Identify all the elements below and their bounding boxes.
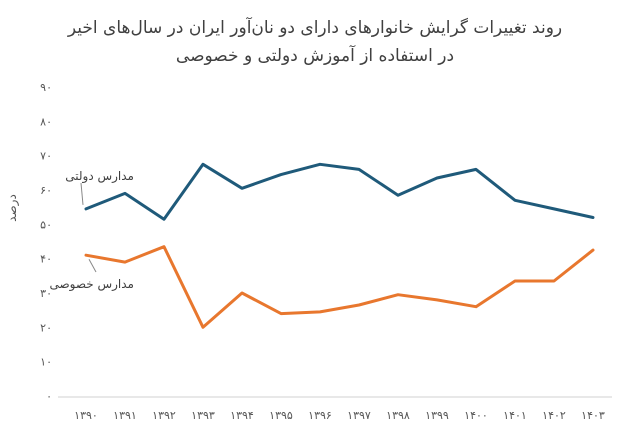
x-tick-label: ۱۳۹۱ bbox=[113, 409, 137, 422]
x-tick-label: ۱۳۹۰ bbox=[74, 409, 98, 422]
x-tick-label: ۱۳۹۷ bbox=[347, 409, 371, 422]
x-tick-label: ۱۴۰۱ bbox=[503, 409, 527, 422]
annotation-leader-private bbox=[88, 258, 97, 273]
y-axis: ۰ ۱۰ ۲۰ ۳۰ ۴۰ ۵۰ ۶۰ ۷۰ ۸۰ ۹۰ bbox=[40, 81, 52, 403]
chart-title: روند تغییرات گرایش خانوارهای دارای دو نا… bbox=[0, 14, 630, 70]
x-tick-label: ۱۳۹۴ bbox=[230, 409, 254, 422]
x-tick-label: ۱۴۰۳ bbox=[581, 409, 605, 422]
series-layer bbox=[84, 162, 595, 329]
x-tick-label: ۱۴۰۰ bbox=[464, 409, 488, 422]
y-tick-label: ۴۰ bbox=[40, 253, 52, 266]
x-axis: ۱۳۹۰ ۱۳۹۱ ۱۳۹۲ ۱۳۹۳ ۱۳۹۴ ۱۳۹۵ ۱۳۹۶ ۱۳۹۷ ۱۳۹۸ ۱۳۹۹… bbox=[58, 396, 612, 422]
y-tick-label: ۱۰ bbox=[40, 356, 52, 369]
y-tick-label: ۵۰ bbox=[40, 218, 52, 231]
annotation-label-private: مدارس خصوصی bbox=[49, 277, 134, 292]
x-tick-label: ۱۳۹۹ bbox=[425, 409, 449, 422]
chart-title-line-1: روند تغییرات گرایش خانوارهای دارای دو نا… bbox=[67, 18, 563, 38]
y-tick-label: ۰ bbox=[46, 390, 52, 403]
annotation-layer: مدارس دولتی مدارس خصوصی bbox=[49, 169, 134, 292]
x-tick-label: ۱۴۰۲ bbox=[542, 409, 566, 422]
y-tick-label: ۹۰ bbox=[40, 81, 52, 94]
series-line-private-schools bbox=[84, 245, 595, 329]
annotation-leader-public bbox=[80, 182, 84, 205]
annotation-label-public: مدارس دولتی bbox=[65, 169, 134, 184]
series-line-public-schools bbox=[84, 162, 595, 221]
y-axis-title: درصد bbox=[5, 194, 20, 222]
chart-title-line-2: در استفاده از آموزش دولتی و خصوصی bbox=[175, 46, 455, 66]
x-tick-label: ۱۳۹۶ bbox=[308, 409, 332, 422]
y-tick-label: ۲۰ bbox=[40, 321, 52, 334]
x-tick-label: ۱۳۹۲ bbox=[152, 409, 176, 422]
y-tick-label: ۳۰ bbox=[40, 287, 52, 300]
y-tick-label: ۷۰ bbox=[40, 150, 52, 163]
x-tick-label: ۱۳۹۳ bbox=[191, 409, 215, 422]
y-tick-label: ۸۰ bbox=[40, 115, 52, 128]
x-tick-label: ۱۳۹۵ bbox=[269, 409, 293, 422]
x-tick-label: ۱۳۹۸ bbox=[386, 409, 410, 422]
y-tick-label: ۶۰ bbox=[40, 184, 52, 197]
